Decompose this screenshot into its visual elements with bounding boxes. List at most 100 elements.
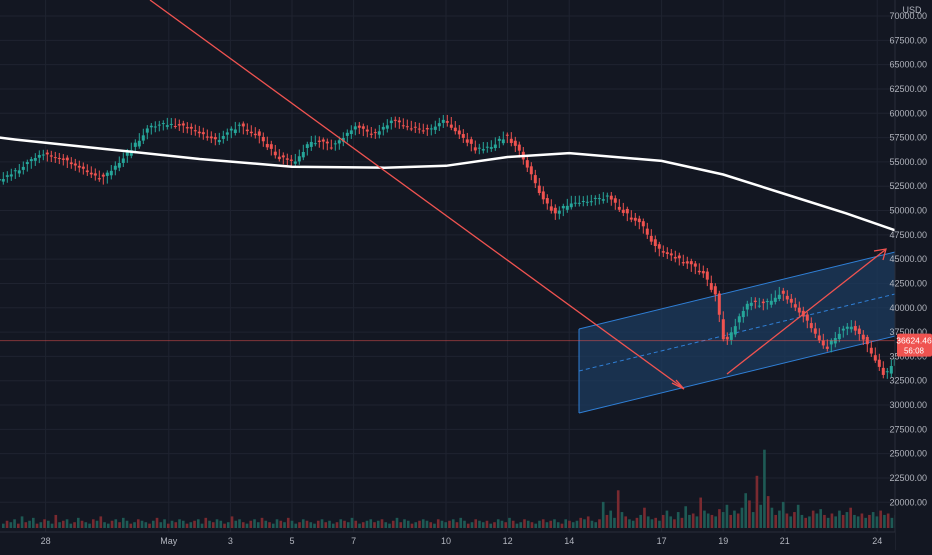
volume-bar [231,516,234,528]
x-tick-label: May [160,536,178,546]
volume-bar [891,518,894,528]
volume-bar [47,521,50,528]
candle-body [634,218,637,221]
candle-body [574,203,577,204]
volume-bar [9,522,12,528]
volume-bar [688,515,691,528]
candle-body [498,139,501,141]
volume-bar [403,519,406,528]
candle-body [14,170,17,171]
volume-bar [197,519,200,528]
y-tick-label: 30000.00 [889,400,927,410]
volume-bar [66,519,69,528]
candle-body [682,262,685,263]
volume-bar [291,521,294,528]
candle-body [302,152,305,157]
volume-bar [114,519,117,528]
candle-body [430,128,433,129]
volume-bar [523,519,526,528]
volume-bar [103,522,106,528]
volume-bar [771,508,774,528]
candle-body [578,203,581,204]
volume-bar [126,521,129,528]
candle-body [406,126,409,127]
volume-bar [118,522,121,528]
volume-bar [778,511,781,528]
candle-body [810,323,813,328]
candle-body [326,142,329,144]
candle-body [398,120,401,122]
price-axis-panel[interactable] [895,0,932,550]
volume-bar [182,521,185,528]
candle-body [266,144,269,147]
volume-bar [639,515,642,528]
y-tick-label: 20000.00 [889,497,927,507]
candle-body [886,371,889,372]
volume-bar [381,519,384,528]
volume-bar [594,522,597,528]
volume-bar [268,522,271,528]
candle-body [6,175,9,177]
volume-bar [628,519,631,528]
candle-body [870,348,873,354]
candle-body [150,126,153,128]
volume-bar [249,521,252,528]
candle-body [558,211,561,214]
candle-body [70,162,73,164]
volume-bar [474,519,477,528]
volume-bar [272,524,275,528]
volume-bar [81,521,84,528]
volume-bar [861,514,864,529]
y-tick-label: 22500.00 [889,473,927,483]
y-tick-label: 47500.00 [889,230,927,240]
volume-bar [24,522,27,528]
candle-body [614,198,617,202]
volume-bar [317,521,320,528]
volume-bar [816,514,819,529]
volume-bar [673,519,676,528]
volume-bar [774,515,777,528]
candle-body [618,207,621,210]
volume-bar [264,521,267,528]
candle-body [262,137,265,141]
volume-bar [107,524,110,528]
candle-body [394,120,397,121]
candle-body [290,160,293,161]
volume-bar [546,522,549,528]
candle-body [330,148,333,149]
volume-bar [193,521,196,528]
volume-bar [808,516,811,528]
volume-bar [17,524,20,528]
volume-bar [804,518,807,528]
volume-bar [32,518,35,528]
candle-body [166,125,169,127]
volume-bar [681,518,684,528]
volume-bar [362,522,365,528]
x-tick-label: 3 [228,536,233,546]
candle-body [514,141,517,146]
volume-bar [831,514,834,529]
volume-bar [718,509,721,528]
candle-body [230,129,233,131]
volume-bar [737,514,740,529]
volume-bar [223,524,226,528]
volume-bar [69,524,72,528]
volume-bar [651,519,654,528]
volume-bar [793,512,796,528]
volume-bar [741,508,744,528]
candle-body [374,132,377,133]
candle-body [158,125,161,126]
volume-bar [767,496,770,528]
volume-bar [21,516,24,528]
volume-bar [2,524,5,528]
volume-bar [504,522,507,528]
volume-bar [257,522,260,528]
candle-body [470,139,473,144]
volume-bar [527,521,530,528]
volume-bar [879,511,882,528]
candle-body [698,271,701,272]
candle-body [534,175,537,183]
x-tick-label: 24 [872,536,882,546]
volume-bar [534,524,537,528]
